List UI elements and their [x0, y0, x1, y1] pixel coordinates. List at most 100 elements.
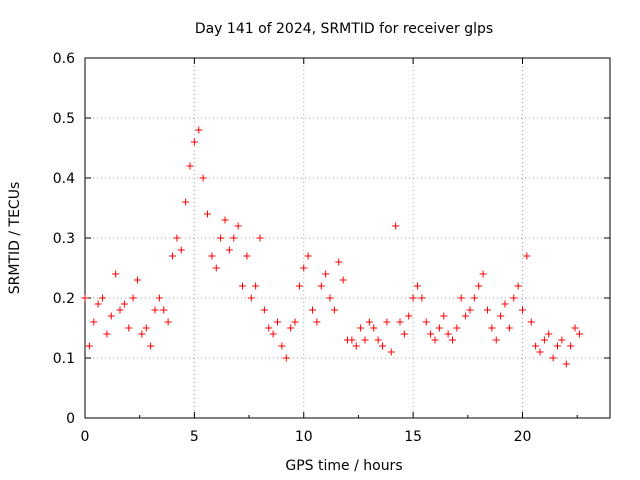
data-point [138, 330, 146, 338]
data-point [365, 318, 373, 326]
data-point [125, 324, 133, 332]
data-point [405, 312, 413, 320]
data-point [514, 282, 522, 290]
y-tick-label: 0.2 [53, 291, 75, 307]
data-point [287, 324, 295, 332]
data-point [519, 306, 526, 314]
data-point [440, 312, 448, 320]
data-point [545, 330, 553, 338]
data-point [295, 282, 303, 290]
data-point [501, 300, 509, 308]
data-point [492, 336, 500, 344]
data-point [107, 312, 115, 320]
data-point [129, 294, 137, 302]
data-point [160, 306, 168, 314]
data-point [147, 342, 155, 350]
data-point [562, 360, 570, 368]
data-point [427, 330, 435, 338]
data-point [510, 294, 518, 302]
data-point [225, 246, 233, 254]
data-point [195, 126, 203, 134]
grid-lines [85, 58, 610, 418]
data-point [527, 318, 535, 326]
y-tick-label: 0.4 [53, 171, 75, 187]
data-point [348, 336, 356, 344]
data-point [282, 354, 290, 362]
data-point [418, 294, 426, 302]
data-point [182, 198, 190, 206]
data-point [396, 318, 404, 326]
data-point [540, 336, 548, 344]
data-point [488, 324, 496, 332]
data-point [81, 294, 89, 302]
data-point [112, 270, 120, 278]
data-point [453, 324, 461, 332]
data-point [435, 324, 443, 332]
data-point [230, 234, 238, 242]
data-point [379, 342, 386, 350]
data-point [414, 282, 421, 290]
data-point [475, 282, 483, 290]
data-point [335, 258, 343, 266]
data-point [317, 282, 325, 290]
x-tick-label: 20 [514, 429, 532, 445]
data-point [190, 138, 198, 146]
data-point [523, 252, 531, 260]
data-point [278, 342, 286, 350]
chart-title: Day 141 of 2024, SRMTID for receiver glp… [195, 21, 493, 37]
data-point [370, 324, 378, 332]
data-point [554, 342, 561, 350]
y-axis-label: SRMTID / TECUs [7, 182, 23, 295]
data-point [134, 276, 141, 284]
data-point [164, 318, 172, 326]
data-point [558, 336, 566, 344]
data-point [536, 348, 544, 356]
data-point [291, 318, 299, 326]
data-point [470, 294, 478, 302]
data-point [462, 312, 470, 320]
y-tick-label: 0.6 [53, 51, 75, 67]
data-point [339, 276, 347, 284]
y-tick-label: 0.1 [53, 351, 75, 367]
data-point [204, 210, 211, 218]
data-point [400, 330, 408, 338]
data-point [497, 312, 505, 320]
data-point [532, 342, 540, 350]
data-point [431, 336, 439, 344]
data-point [256, 234, 264, 242]
data-point [567, 342, 575, 350]
data-point [383, 318, 391, 326]
data-point [99, 294, 106, 302]
data-point [199, 174, 207, 182]
data-point [549, 354, 557, 362]
data-point [173, 234, 181, 242]
data-point [449, 336, 456, 344]
data-point [269, 330, 277, 338]
data-point [212, 264, 220, 272]
data-point [221, 216, 229, 224]
data-point [85, 342, 93, 350]
data-point [103, 330, 111, 338]
data-point [422, 318, 430, 326]
data-point [300, 264, 308, 272]
data-point [260, 306, 268, 314]
y-tick-label: 0.5 [53, 111, 75, 127]
data-point [247, 294, 255, 302]
data-point [304, 252, 312, 260]
data-point [217, 234, 225, 242]
x-tick-label: 5 [190, 429, 199, 445]
data-point [120, 300, 128, 308]
plot-frame [84, 57, 611, 419]
data-point [313, 318, 321, 326]
data-point [357, 324, 365, 332]
x-tick-label: 15 [404, 429, 422, 445]
data-point [387, 348, 395, 356]
data-point [94, 300, 102, 308]
y-tick-label: 0.3 [53, 231, 75, 247]
data-point [265, 324, 273, 332]
data-point [177, 246, 185, 254]
data-point [116, 306, 124, 314]
data-point [466, 306, 474, 314]
axes: 0 0.1 0.2 0.3 0.4 0.5 0.6 0 5 10 15 20 [53, 51, 611, 445]
data-point [90, 318, 98, 326]
